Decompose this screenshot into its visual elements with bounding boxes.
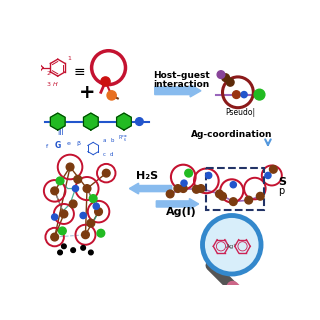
Circle shape xyxy=(241,92,247,98)
Circle shape xyxy=(52,214,58,220)
Circle shape xyxy=(233,91,240,99)
Circle shape xyxy=(51,233,59,241)
Circle shape xyxy=(95,208,102,215)
Circle shape xyxy=(101,77,110,86)
FancyArrow shape xyxy=(155,84,201,97)
Text: d: d xyxy=(110,152,114,157)
Circle shape xyxy=(203,215,261,274)
Circle shape xyxy=(58,250,62,255)
Text: H: H xyxy=(53,82,58,87)
Circle shape xyxy=(174,185,182,192)
Text: e: e xyxy=(67,141,71,146)
Text: 3: 3 xyxy=(47,82,51,87)
Circle shape xyxy=(222,74,229,82)
Circle shape xyxy=(89,195,97,203)
Circle shape xyxy=(89,250,93,255)
FancyArrow shape xyxy=(156,198,199,209)
Circle shape xyxy=(61,244,66,249)
Circle shape xyxy=(205,172,212,179)
Circle shape xyxy=(245,196,252,204)
Circle shape xyxy=(256,192,264,200)
Circle shape xyxy=(193,186,200,193)
Polygon shape xyxy=(116,113,131,130)
Text: PF$_6^{\ominus}$: PF$_6^{\ominus}$ xyxy=(118,133,128,144)
Circle shape xyxy=(93,203,99,209)
Circle shape xyxy=(216,190,223,198)
Circle shape xyxy=(166,190,174,198)
Circle shape xyxy=(217,71,225,78)
Text: f: f xyxy=(45,144,48,149)
Text: b: b xyxy=(110,138,114,143)
Circle shape xyxy=(66,163,74,171)
Circle shape xyxy=(51,187,59,195)
Text: interaction: interaction xyxy=(154,80,210,89)
Circle shape xyxy=(269,165,277,173)
Circle shape xyxy=(219,192,226,200)
Circle shape xyxy=(229,198,237,205)
Circle shape xyxy=(97,229,105,237)
Circle shape xyxy=(107,91,116,100)
Circle shape xyxy=(74,175,82,183)
Text: H₂S: H₂S xyxy=(136,171,158,181)
Text: ≡: ≡ xyxy=(74,65,85,79)
Text: c: c xyxy=(102,152,105,157)
Text: p: p xyxy=(278,186,284,196)
Circle shape xyxy=(69,200,77,208)
Circle shape xyxy=(265,172,271,179)
Circle shape xyxy=(87,219,95,227)
Circle shape xyxy=(180,185,187,192)
Text: Ag(I): Ag(I) xyxy=(165,207,196,217)
Text: S: S xyxy=(278,177,286,187)
Circle shape xyxy=(82,231,89,239)
Text: Pseudo|: Pseudo| xyxy=(226,108,256,117)
Circle shape xyxy=(226,78,234,86)
Circle shape xyxy=(81,245,85,250)
Circle shape xyxy=(60,210,68,218)
Bar xyxy=(206,168,264,210)
Circle shape xyxy=(102,169,110,177)
Circle shape xyxy=(185,169,193,177)
Polygon shape xyxy=(84,113,98,130)
Circle shape xyxy=(254,89,265,100)
Text: 1: 1 xyxy=(67,56,71,61)
Text: β: β xyxy=(76,141,80,146)
Text: +: + xyxy=(79,84,95,102)
Circle shape xyxy=(71,248,76,252)
Circle shape xyxy=(56,177,64,185)
Text: Host–guest: Host–guest xyxy=(153,71,210,80)
Polygon shape xyxy=(51,113,65,130)
Text: 2: 2 xyxy=(47,71,51,76)
Circle shape xyxy=(83,185,91,192)
Circle shape xyxy=(181,180,187,186)
Text: a: a xyxy=(102,138,106,143)
FancyArrow shape xyxy=(129,183,172,194)
Circle shape xyxy=(72,186,78,192)
Text: G: G xyxy=(55,141,61,150)
Text: III: III xyxy=(58,128,65,137)
Circle shape xyxy=(230,182,236,188)
Circle shape xyxy=(59,227,66,235)
Text: Ag⁺: Ag⁺ xyxy=(226,244,237,249)
Text: Ag-coordination: Ag-coordination xyxy=(191,130,272,139)
Circle shape xyxy=(197,185,205,192)
Circle shape xyxy=(80,212,86,219)
Circle shape xyxy=(135,118,143,125)
